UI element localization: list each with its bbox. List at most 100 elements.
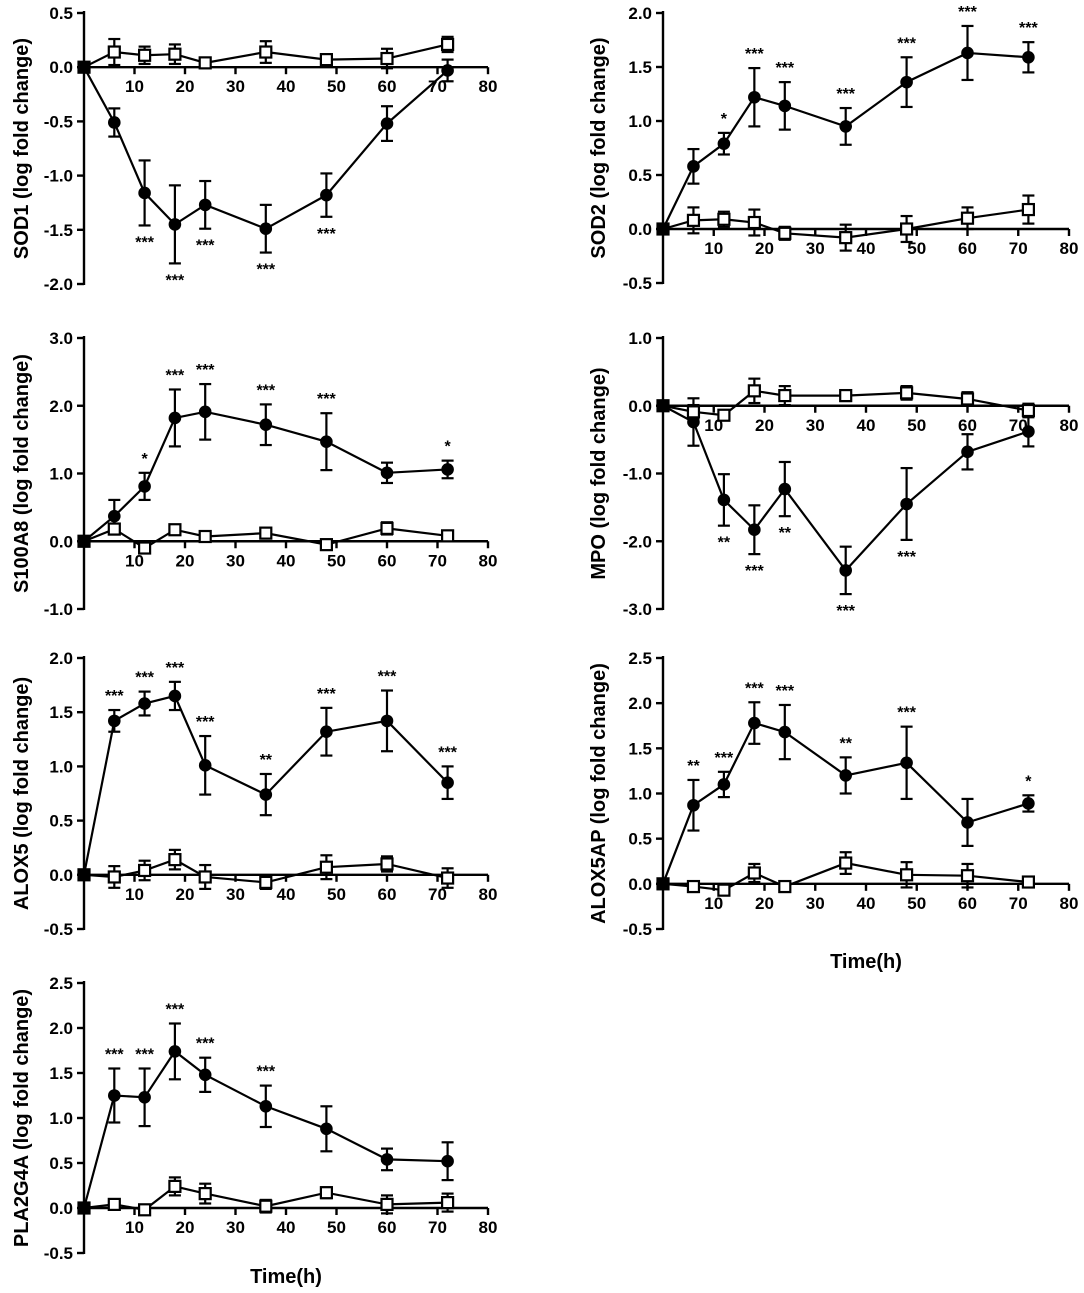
x-tick-label: 30 <box>806 894 825 913</box>
x-tick-label: 60 <box>378 551 397 570</box>
y-tick-label: 2.0 <box>628 694 652 713</box>
y-tick-label: 2.0 <box>628 4 652 23</box>
data-point-open <box>899 222 914 236</box>
data-point-filled <box>198 198 212 212</box>
x-tick-label: 80 <box>1060 239 1079 258</box>
data-point-open <box>380 521 394 535</box>
significance-label: ** <box>687 758 700 775</box>
significance-label: *** <box>135 670 154 687</box>
y-axis-title: S100A8 (log fold change) <box>11 354 33 593</box>
y-tick-label: 1.0 <box>49 757 73 776</box>
data-point-filled <box>441 1154 454 1168</box>
y-tick-label: 1.5 <box>49 1064 73 1083</box>
data-point-open <box>138 541 152 555</box>
y-tick-label: 3.0 <box>49 329 73 348</box>
data-point-open <box>107 522 121 536</box>
data-point-filled <box>138 186 151 200</box>
x-tick-label: 40 <box>277 1218 296 1237</box>
significance-label: *** <box>378 669 397 686</box>
data-point-open <box>717 212 731 226</box>
data-point-filled <box>259 222 273 236</box>
data-point-open <box>168 1179 182 1194</box>
y-tick-label: 0.5 <box>628 166 652 185</box>
y-tick-label: 2.0 <box>49 649 73 668</box>
data-point-open <box>198 529 212 544</box>
x-tick-label: 50 <box>907 416 926 435</box>
panel-s100a8: 3.0 2.0 1.0 0.0 -1.0 10 20 30 40 50 60 70 80 S100A8 (… <box>11 329 497 619</box>
y-tick-label: 1.0 <box>628 329 652 348</box>
y-tick-label: -1.5 <box>44 221 73 240</box>
significance-label: * <box>141 451 148 468</box>
y-tick-label: 0.0 <box>628 875 652 894</box>
x-tick-label: 10 <box>704 894 723 913</box>
significance-label: *** <box>958 4 977 21</box>
x-tick-label: 60 <box>378 1218 397 1237</box>
x-tick-label: 20 <box>755 894 774 913</box>
x-tick-label: 80 <box>1060 894 1079 913</box>
data-point-filled <box>1022 50 1035 64</box>
data-point-open <box>380 1197 394 1212</box>
x-tick-label: 80 <box>1060 416 1079 435</box>
significance-label: *** <box>317 391 336 408</box>
x-tick-label: 70 <box>428 551 447 570</box>
data-point-open <box>168 853 182 867</box>
significance-label: *** <box>836 86 855 103</box>
significance-label: *** <box>166 1002 185 1019</box>
origin-marker <box>78 1202 90 1214</box>
data-point-filled <box>320 1122 333 1136</box>
data-point-filled <box>168 218 182 231</box>
data-point-open <box>198 870 212 884</box>
x-tick-label: 60 <box>958 239 977 258</box>
y-tick-label: -2.0 <box>623 532 652 551</box>
y-tick-label: 2.5 <box>628 649 652 668</box>
data-point-filled <box>168 689 182 703</box>
x-tick-label: 40 <box>857 239 876 258</box>
y-tick-label: 2.5 <box>49 974 73 993</box>
significance-label: *** <box>836 603 855 620</box>
x-tick-label: 60 <box>378 885 397 904</box>
x-tick-label: 70 <box>1009 239 1028 258</box>
y-tick-label: -1.0 <box>44 600 73 619</box>
significance-label: *** <box>317 686 336 703</box>
y-tick-label: -0.5 <box>44 112 73 131</box>
y-tick-label: 0.0 <box>49 58 73 77</box>
data-point-open <box>138 1203 152 1217</box>
data-point-filled <box>441 776 454 789</box>
y-tick-label: 1.0 <box>628 785 652 804</box>
y-axis-title: ALOX5 (log fold change) <box>11 677 33 910</box>
x-tick-label: 10 <box>125 885 144 904</box>
x-axis-title: Time(h) <box>830 951 902 973</box>
significance-label: *** <box>135 1047 154 1064</box>
x-tick-label: 30 <box>806 239 825 258</box>
data-point-filled <box>198 759 212 772</box>
x-tick-label: 60 <box>378 77 397 96</box>
data-point-filled <box>198 405 212 419</box>
significance-label: *** <box>105 688 124 705</box>
x-tick-label: 30 <box>806 416 825 435</box>
y-tick-label: -3.0 <box>623 600 652 619</box>
data-point-open <box>839 231 853 245</box>
x-tick-label: 80 <box>479 885 498 904</box>
data-point-open <box>778 879 792 894</box>
data-point-filled <box>961 46 974 60</box>
x-tick-label: 20 <box>176 885 195 904</box>
y-tick-label: 1.0 <box>49 465 73 484</box>
significance-label: *** <box>166 367 185 384</box>
data-point-filled <box>778 725 792 739</box>
significance-label: * <box>444 439 451 456</box>
data-point-filled <box>108 509 121 523</box>
data-point-filled <box>441 64 454 77</box>
significance-label: *** <box>1019 20 1038 37</box>
y-tick-label: 0.0 <box>49 532 73 551</box>
x-tick-label: 40 <box>277 551 296 570</box>
significance-label: *** <box>196 238 215 255</box>
data-point-open <box>107 45 121 59</box>
data-point-open <box>778 388 792 403</box>
y-tick-label: 1.0 <box>49 1109 73 1128</box>
data-point-filled <box>687 798 700 812</box>
significance-label: *** <box>745 680 764 697</box>
significance-label: *** <box>166 660 185 677</box>
significance-label: *** <box>317 226 336 243</box>
x-tick-label: 10 <box>125 551 144 570</box>
significance-label: *** <box>745 46 764 63</box>
